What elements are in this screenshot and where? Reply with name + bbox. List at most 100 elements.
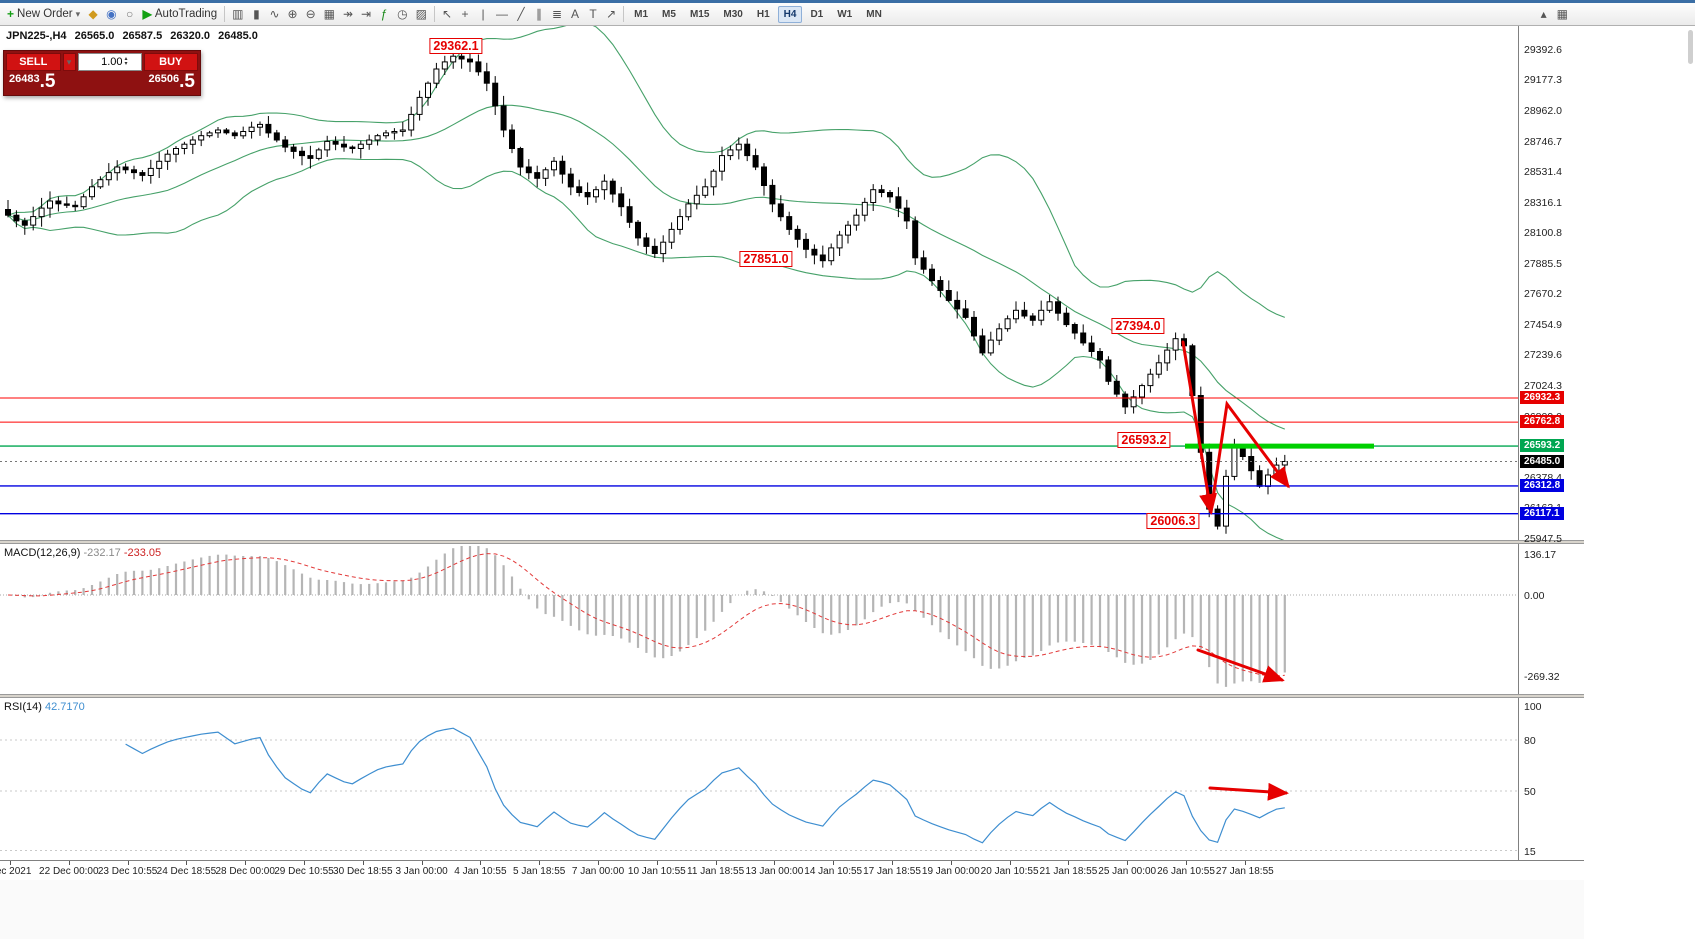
timeframe-m5[interactable]: M5 — [662, 9, 676, 20]
buy-price[interactable]: 26506.5 — [148, 71, 195, 92]
price-callout[interactable]: 29362.1 — [429, 38, 483, 54]
price-level-tag[interactable]: 26117.1 — [1520, 506, 1564, 520]
rsi-value: 42.7170 — [44, 701, 85, 713]
candle — [576, 179, 583, 197]
toolbar-separator — [433, 6, 435, 22]
price-callout[interactable]: 27394.0 — [1111, 318, 1165, 334]
crosshair-icon[interactable]: + — [461, 7, 469, 21]
price-chart-canvas[interactable] — [0, 26, 1518, 540]
price-level-tag[interactable]: 26312.8 — [1520, 478, 1565, 492]
play-icon: ▶ — [142, 7, 152, 21]
candle — [181, 141, 188, 155]
time-tick — [539, 861, 541, 865]
candle — [1172, 332, 1179, 361]
candle — [1256, 465, 1263, 489]
trade-widget-controls: SELL ▾ ▴ ▾ BUY — [4, 51, 200, 72]
macd-signal-line — [7, 553, 1285, 677]
price-callout[interactable]: 26006.3 — [1146, 513, 1200, 529]
text-icon[interactable]: A — [571, 7, 580, 21]
price-level-tag[interactable]: 26932.3 — [1520, 391, 1565, 404]
candle — [47, 191, 53, 218]
community-icon[interactable]: ◉ — [106, 7, 117, 21]
sell-price[interactable]: 26483.5 — [9, 71, 56, 92]
rsi-chart-canvas[interactable] — [0, 698, 1518, 860]
templates-icon[interactable]: ▨ — [415, 7, 427, 21]
price-level-tag[interactable]: 26485.0 — [1520, 454, 1565, 468]
order-options-caret[interactable]: ▾ — [62, 53, 76, 71]
candle — [374, 133, 381, 146]
horizontal-line-icon[interactable]: — — [496, 7, 508, 21]
indicators-icon[interactable]: ƒ — [380, 7, 388, 21]
trendline-icon[interactable]: ╱ — [517, 7, 525, 21]
zoom-out-icon[interactable]: ⊖ — [305, 7, 316, 21]
tile-windows-icon[interactable]: ▦ — [323, 7, 335, 21]
candle — [794, 225, 801, 248]
vertical-line-icon[interactable]: | — [481, 7, 485, 21]
price-level-tag[interactable]: 26593.2 — [1520, 439, 1565, 453]
buy-button[interactable]: BUY — [143, 53, 198, 71]
timeframe-m30[interactable]: M30 — [723, 9, 743, 20]
search-icon[interactable]: ○ — [126, 7, 134, 21]
time-axis-label: Dec 2021 — [0, 866, 32, 877]
timeframe-h1[interactable]: H1 — [756, 9, 770, 20]
fibonacci-icon[interactable]: ≣ — [552, 7, 563, 21]
time-axis-label: 22 Dec 00:00 — [39, 866, 99, 877]
label-icon[interactable]: T — [589, 7, 597, 21]
candle — [609, 178, 616, 203]
time-tick — [715, 861, 717, 865]
candle — [929, 264, 935, 286]
autotrading-button[interactable]: ▶ AutoTrading — [139, 5, 221, 24]
timeframe-m1[interactable]: M1 — [634, 9, 649, 20]
volume-up-icon[interactable]: ▴ — [124, 56, 128, 62]
periods-icon[interactable]: ◷ — [397, 7, 408, 21]
candle — [89, 179, 95, 200]
volume-input[interactable] — [78, 56, 125, 68]
timeframe-mn[interactable]: MN — [866, 9, 882, 20]
sell-button[interactable]: SELL — [6, 53, 61, 71]
chart-shift-icon[interactable]: ⇥ — [361, 7, 372, 21]
candle — [173, 146, 179, 163]
time-tick — [127, 861, 129, 865]
candle — [147, 159, 154, 184]
timeframe-w1[interactable]: W1 — [837, 9, 853, 20]
candle — [786, 211, 793, 235]
candle — [1206, 443, 1213, 518]
panel-splitter[interactable] — [0, 694, 1584, 698]
price-callout[interactable]: 26593.2 — [1117, 432, 1171, 448]
price-axis-label: 27454.9 — [1524, 318, 1562, 331]
docking-icon[interactable]: ▦ — [1556, 7, 1568, 21]
ohlc-open: 26565.0 — [74, 30, 115, 42]
rsi-axis: 100 80 50 15 — [1518, 698, 1584, 860]
time-axis-label: 28 Dec 00:00 — [215, 866, 275, 877]
line-chart-icon[interactable]: ∿ — [269, 7, 280, 21]
bar-chart-icon[interactable]: ▥ — [232, 7, 244, 21]
mql5-market-icon[interactable]: ◆ — [88, 7, 98, 21]
fullscreen-icon[interactable]: ▴ — [1540, 7, 1547, 21]
scrollbar-thumb[interactable] — [1688, 30, 1693, 64]
macd-chart-canvas[interactable] — [0, 544, 1518, 694]
volume-down-icon[interactable]: ▾ — [124, 61, 128, 67]
price-level-tag[interactable]: 26762.8 — [1520, 415, 1565, 429]
timeframe-d1[interactable]: D1 — [810, 9, 824, 20]
candle — [601, 174, 608, 200]
cursor-icon[interactable]: ↖ — [441, 7, 452, 21]
candle — [408, 106, 415, 137]
bollinger-lower-band — [7, 158, 1285, 540]
candle — [971, 311, 977, 341]
candle — [710, 169, 717, 196]
candle — [30, 206, 37, 231]
timeframe-m15[interactable]: M15 — [689, 9, 710, 20]
arrows-tool-icon[interactable]: ↗ — [606, 7, 617, 21]
zoom-in-icon[interactable]: ⊕ — [287, 7, 298, 21]
candle — [1004, 315, 1011, 332]
new-order-button[interactable]: + New Order ▾ — [3, 5, 84, 24]
price-callout[interactable]: 27851.0 — [739, 251, 793, 267]
rsi-line — [125, 727, 1285, 844]
channel-icon[interactable]: ∥ — [536, 7, 542, 21]
auto-scroll-icon[interactable]: ↠ — [342, 7, 354, 21]
candlestick-icon[interactable]: ▮ — [253, 7, 260, 21]
timeframe-h4[interactable]: H4 — [777, 6, 803, 23]
toolbar-separator — [224, 6, 226, 22]
candle — [55, 196, 62, 212]
panel-splitter[interactable] — [0, 540, 1584, 544]
